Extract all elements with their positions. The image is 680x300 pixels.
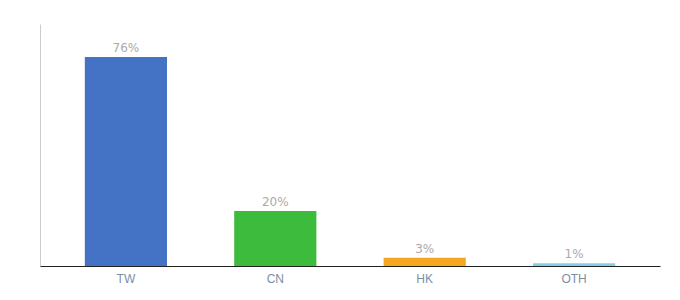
bar (533, 263, 615, 266)
x-tick-label: HK (416, 272, 433, 286)
x-tick: CN (267, 272, 284, 286)
x-tick: HK (416, 272, 433, 286)
x-tick: OTH (561, 272, 586, 286)
x-tick: TW (117, 272, 136, 286)
plot: TW CN HK OTH 76% 20% 3% 1% (41, 25, 661, 286)
bar (85, 57, 167, 266)
bar (234, 211, 316, 266)
x-tick-label: CN (267, 272, 284, 286)
data-label: 76% (113, 41, 140, 55)
y-axis (40, 25, 41, 267)
data-labels: 76% 20% 3% 1% (113, 41, 584, 261)
data-label: 3% (415, 242, 434, 256)
data-label: 1% (565, 247, 584, 261)
chart-container: TW CN HK OTH 76% 20% 3% 1% (0, 0, 680, 300)
x-tick-label: OTH (561, 272, 586, 286)
x-axis: TW CN HK OTH (41, 267, 661, 286)
data-label: 20% (262, 195, 289, 209)
x-axis-line (41, 266, 661, 267)
y-axis-line (40, 25, 41, 267)
bars (85, 57, 615, 266)
x-tick-label: TW (117, 272, 136, 286)
bar (384, 258, 466, 266)
chart: TW CN HK OTH 76% 20% 3% 1% (0, 0, 680, 300)
